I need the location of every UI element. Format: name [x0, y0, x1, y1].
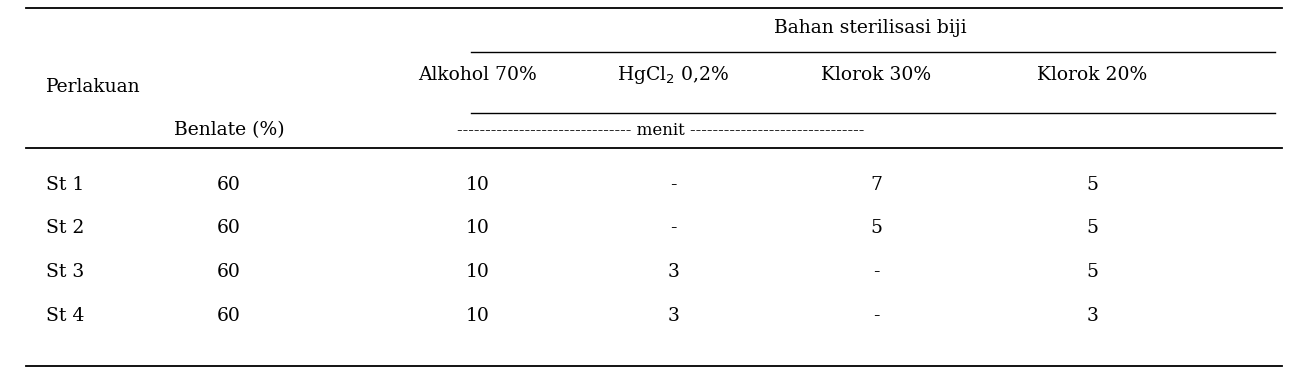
Text: 3: 3 [667, 307, 680, 325]
Text: St 3: St 3 [46, 263, 84, 281]
Text: Perlakuan: Perlakuan [46, 79, 140, 96]
Text: 60: 60 [217, 176, 241, 194]
Text: St 2: St 2 [46, 219, 84, 237]
Text: 7: 7 [870, 176, 883, 194]
Text: -: - [874, 307, 879, 325]
Text: St 1: St 1 [46, 176, 84, 194]
Text: 60: 60 [217, 263, 241, 281]
Text: 10: 10 [466, 219, 489, 237]
Text: 10: 10 [466, 176, 489, 194]
Text: 5: 5 [1086, 263, 1099, 281]
Text: -: - [671, 176, 676, 194]
Text: 3: 3 [1086, 307, 1099, 325]
Text: Bahan sterilisasi biji: Bahan sterilisasi biji [773, 19, 967, 37]
Text: 3: 3 [667, 263, 680, 281]
Text: 10: 10 [466, 263, 489, 281]
Text: 60: 60 [217, 307, 241, 325]
Text: HgCl$_2$ 0,2%: HgCl$_2$ 0,2% [617, 64, 730, 86]
Text: ------------------------------- menit -------------------------------: ------------------------------- menit --… [456, 122, 865, 138]
Text: 5: 5 [1086, 176, 1099, 194]
Text: 5: 5 [1086, 219, 1099, 237]
Text: 5: 5 [870, 219, 883, 237]
Text: 10: 10 [466, 307, 489, 325]
Text: -: - [671, 219, 676, 237]
Text: St 4: St 4 [46, 307, 84, 325]
Text: Klorok 20%: Klorok 20% [1037, 66, 1147, 84]
Text: 60: 60 [217, 219, 241, 237]
Text: Alkohol 70%: Alkohol 70% [419, 66, 536, 84]
Text: Klorok 30%: Klorok 30% [821, 66, 931, 84]
Text: Benlate (%): Benlate (%) [174, 122, 284, 140]
Text: -: - [874, 263, 879, 281]
